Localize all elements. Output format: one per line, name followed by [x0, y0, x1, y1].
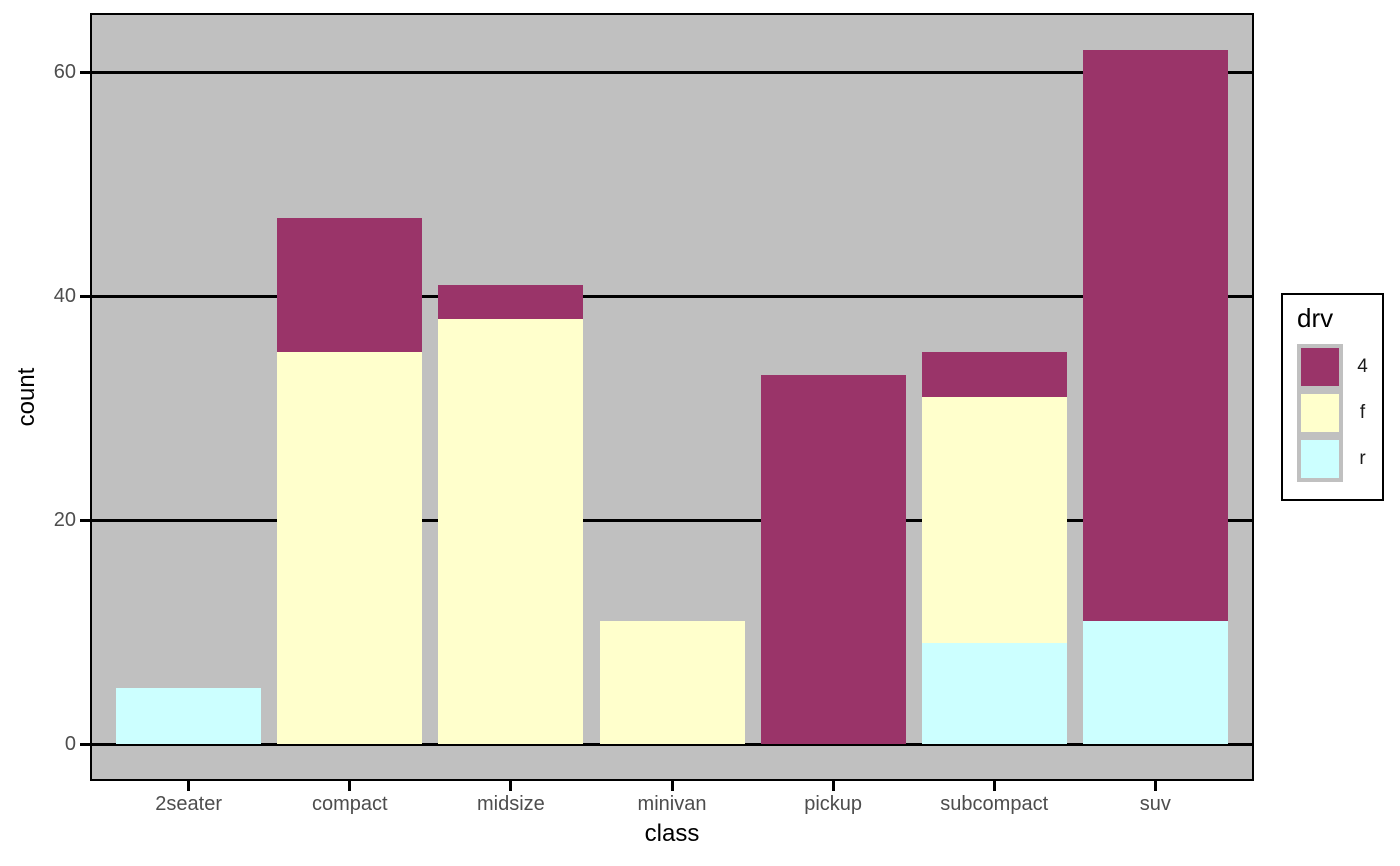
bar-subcompact-4	[921, 352, 1067, 397]
bar-pickup-4	[760, 374, 906, 745]
x-tick-label-suv: suv	[1139, 793, 1171, 815]
legend-key	[1297, 436, 1343, 482]
legend-swatch-r	[1301, 440, 1339, 478]
legend-key	[1297, 390, 1343, 436]
x-tick-label-pickup: pickup	[804, 793, 863, 815]
legend-entry-f: f	[1283, 390, 1382, 436]
bar-subcompact-f	[921, 397, 1067, 644]
legend-title: drv	[1297, 303, 1334, 333]
y-tick-label: 20	[53, 509, 76, 532]
x-tick-label-subcompact: subcompact	[940, 793, 1049, 815]
bar-suv-4	[1082, 49, 1228, 622]
y-tick-label: 60	[53, 61, 76, 84]
bar-minivan-f	[599, 621, 745, 745]
legend-entry-r: r	[1283, 436, 1382, 482]
y-axis-title: count	[13, 367, 40, 427]
x-tick	[670, 779, 674, 791]
legend-entry-label: r	[1359, 448, 1366, 469]
y-tick-label: 0	[64, 733, 76, 756]
x-tick-label-compact: compact	[311, 793, 388, 815]
legend-swatch-f	[1301, 394, 1339, 432]
x-tick	[348, 779, 352, 791]
y-tick-label: 40	[53, 285, 76, 308]
bar-compact-4	[277, 217, 423, 353]
x-tick-label-midsize: midsize	[476, 793, 545, 815]
y-tick	[80, 71, 92, 75]
legend-entry-4: 4	[1283, 344, 1382, 390]
x-tick	[509, 779, 513, 791]
gridline-y-40	[92, 295, 1252, 299]
bar-subcompact-r	[921, 643, 1067, 745]
y-tick	[80, 743, 92, 747]
gridline-y-60	[92, 71, 1252, 75]
bar-midsize-4	[438, 284, 584, 319]
legend-entry-label: 4	[1357, 356, 1368, 377]
legend-swatch-4	[1301, 348, 1339, 386]
y-tick	[80, 519, 92, 523]
legend-entry-label: f	[1359, 402, 1366, 423]
bar-midsize-f	[438, 318, 584, 745]
bar-2seater-r	[116, 688, 262, 745]
x-tick	[992, 779, 996, 791]
bar-compact-f	[277, 352, 423, 745]
x-tick	[187, 779, 191, 791]
plot-panel	[92, 15, 1252, 779]
legend-key	[1297, 344, 1343, 390]
x-tick	[831, 779, 835, 791]
gridline-y-20	[92, 519, 1252, 523]
legend-entries: 4 f r	[1283, 344, 1382, 482]
gridline-y-0	[92, 743, 1252, 747]
legend: drv 4 f r	[1281, 293, 1384, 501]
x-axis-title: class	[644, 820, 700, 847]
x-tick-label-minivan: minivan	[637, 793, 707, 815]
bar-suv-r	[1082, 621, 1228, 745]
x-tick-label-2seater: 2seater	[155, 793, 223, 815]
y-tick	[80, 295, 92, 299]
x-tick	[1153, 779, 1157, 791]
